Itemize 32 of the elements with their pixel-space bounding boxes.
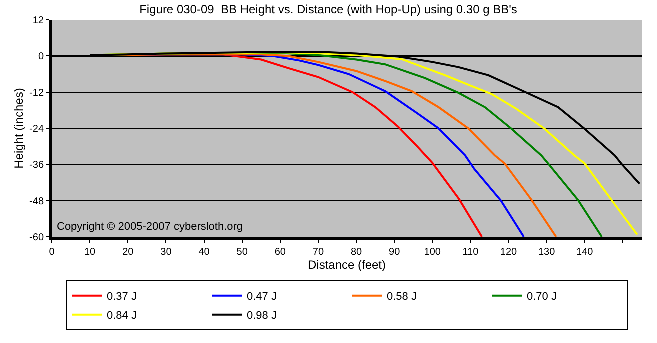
y-axis-title: Height (inches) <box>12 88 26 169</box>
y-tick-label: -24 <box>30 124 44 135</box>
x-tick-label: 120 <box>500 247 518 258</box>
legend-label: 0.37 J <box>107 291 137 304</box>
x-tick-label: 60 <box>274 247 286 258</box>
x-tick-label: 80 <box>350 247 363 258</box>
legend-label: 0.58 J <box>387 291 417 304</box>
y-tick-label: 12 <box>32 16 44 26</box>
x-tick-label: 90 <box>389 247 401 258</box>
x-tick-label: 100 <box>424 247 442 258</box>
x-tick-label: 130 <box>538 247 556 258</box>
x-tick-label: 50 <box>236 247 248 258</box>
legend-label: 0.70 J <box>527 291 557 304</box>
x-tick-label: 20 <box>122 247 134 258</box>
legend-label: 0.84 J <box>107 310 137 322</box>
y-tick-label: -36 <box>30 160 44 172</box>
y-tick-label: -12 <box>30 88 44 99</box>
legend-label: 0.98 J <box>247 310 277 322</box>
x-tick-label: 140 <box>576 247 594 258</box>
annotation: Copyright © 2005-2007 cybersloth.org <box>57 221 244 233</box>
y-tick-label: -48 <box>30 196 44 208</box>
x-tick-label: 0 <box>49 247 56 258</box>
x-tick-label: 10 <box>84 247 96 258</box>
y-tick-label: -60 <box>30 232 44 244</box>
x-tick-label: 70 <box>312 247 324 258</box>
x-tick-label: 40 <box>198 247 210 258</box>
chart-title: Figure 030-09 BB Height vs. Distance (with Hop-Up) using 0.30 g BB's <box>140 2 518 17</box>
x-tick-label: 30 <box>160 247 172 258</box>
x-tick-label: 110 <box>462 247 480 258</box>
y-tick-label: 0 <box>38 52 44 63</box>
legend-label: 0.47 J <box>247 291 277 304</box>
x-axis-title: Distance (feet) <box>308 258 386 272</box>
